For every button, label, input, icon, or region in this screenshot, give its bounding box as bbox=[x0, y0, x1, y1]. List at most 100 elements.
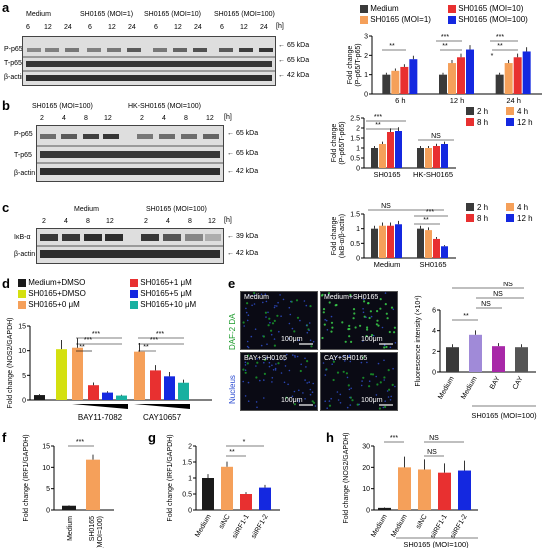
legend-item: SH0165+10 μM bbox=[130, 300, 196, 309]
x-tick-label: siNC bbox=[218, 514, 232, 531]
cell-dot bbox=[332, 378, 335, 382]
legend-swatch bbox=[506, 118, 514, 126]
cell-dot bbox=[288, 322, 291, 325]
significance-label: NS bbox=[431, 133, 441, 140]
cell-dot bbox=[273, 344, 276, 347]
x-tick-label: BAY bbox=[489, 375, 502, 390]
x-tick-label: SH0165(MOI=100) bbox=[89, 516, 104, 548]
blot-c-group-1: SH0165 (MOI=100) bbox=[146, 206, 207, 213]
cell-dot bbox=[394, 342, 397, 344]
cell-dot bbox=[348, 324, 351, 327]
y-axis-label: Fold change(P-p65/T-p65) bbox=[347, 43, 362, 86]
tp: 8 bbox=[184, 115, 188, 122]
tp: 24 bbox=[128, 24, 136, 31]
significance-label: NS bbox=[481, 301, 491, 308]
legend-label: Medium+DMSO bbox=[28, 278, 86, 287]
cell-dot bbox=[325, 319, 328, 322]
bar bbox=[378, 507, 391, 510]
cell-dot bbox=[388, 330, 391, 334]
cell-dot bbox=[260, 344, 263, 347]
cell-dot bbox=[377, 324, 380, 327]
tp: 4 bbox=[166, 218, 170, 225]
cell-dot bbox=[365, 335, 368, 338]
bar bbox=[379, 225, 386, 258]
cell-dot bbox=[384, 400, 386, 402]
swatch-3 bbox=[448, 15, 456, 24]
bar bbox=[150, 370, 161, 400]
y-axis-label: Fold change (IRF1/GAPDH) bbox=[23, 434, 30, 521]
cell-dot bbox=[306, 331, 309, 334]
x-tick-label: 24 h bbox=[506, 96, 521, 105]
y-axis-label-line: Fluorescence intensity (×10⁴) bbox=[415, 295, 422, 386]
cell-dot bbox=[293, 330, 296, 333]
kda: 42 kDa bbox=[235, 168, 259, 175]
tp: 2 bbox=[42, 218, 46, 225]
bar bbox=[513, 57, 522, 94]
y-axis-label: Fold change(IκB-α/β-actin) bbox=[331, 214, 346, 258]
panel-letter-b: b bbox=[2, 98, 10, 113]
micrograph-label: Medium+SH0165 bbox=[324, 294, 379, 301]
x-tick-label: siIRF1-1 bbox=[429, 513, 448, 539]
tp: 24 bbox=[194, 24, 202, 31]
cell-dot bbox=[309, 388, 312, 391]
swatch-1 bbox=[360, 15, 368, 24]
blot-a-row-2: β-actin bbox=[4, 74, 26, 81]
cell-dot bbox=[296, 355, 299, 358]
cell-dot bbox=[308, 329, 310, 332]
blot-a-timepoints: 6 12 24 6 12 24 6 12 24 6 12 24 bbox=[22, 24, 280, 34]
significance-label: ** bbox=[375, 122, 381, 129]
cell-dot bbox=[270, 333, 273, 336]
cell-dot bbox=[278, 330, 280, 333]
bar bbox=[395, 224, 402, 258]
cell-dot bbox=[341, 321, 344, 324]
y-tick-label: 3 bbox=[364, 34, 368, 41]
cell-dot bbox=[344, 360, 346, 362]
cell-dot bbox=[244, 364, 247, 366]
cell-dot bbox=[348, 388, 351, 391]
cell-dot bbox=[299, 369, 302, 373]
cell-dot bbox=[265, 316, 267, 318]
inhibitor-label: CAY10657 bbox=[143, 413, 182, 422]
significance-label: NS bbox=[381, 203, 391, 210]
cell-dot bbox=[272, 369, 275, 371]
panel-letter-h: h bbox=[326, 430, 334, 445]
cell-dot bbox=[370, 373, 373, 376]
cell-dot bbox=[297, 399, 299, 401]
tp: 8 bbox=[84, 115, 88, 122]
bar bbox=[400, 66, 409, 94]
legend-swatch bbox=[506, 107, 514, 115]
x-tick-label: Medium bbox=[194, 513, 213, 538]
cell-dot bbox=[332, 360, 335, 363]
cell-dot bbox=[309, 339, 312, 342]
cell-dot bbox=[330, 315, 333, 318]
cell-dot bbox=[245, 307, 247, 310]
significance-label: *** bbox=[390, 435, 398, 442]
cell-dot bbox=[351, 399, 354, 402]
cell-dot bbox=[309, 393, 312, 396]
micrograph-label: Medium bbox=[244, 294, 269, 301]
significance-label: NS bbox=[427, 449, 437, 456]
cell-dot bbox=[352, 308, 356, 311]
y-tick-label: 10 bbox=[18, 348, 26, 355]
legend-label: 8 h bbox=[477, 214, 488, 223]
x-tick-label: siIRF1-2 bbox=[250, 513, 269, 539]
swatch-2 bbox=[18, 300, 26, 309]
legend-label: 12 h bbox=[517, 118, 533, 127]
x-tick-label: 12 h bbox=[450, 96, 465, 105]
tp: 12 bbox=[44, 24, 52, 31]
cell-dot bbox=[322, 311, 325, 314]
cell-dot bbox=[362, 308, 364, 310]
cell-dot bbox=[285, 396, 288, 399]
y-tick-label: 5 bbox=[46, 486, 50, 493]
bar bbox=[466, 49, 474, 94]
cell-dot bbox=[379, 298, 382, 301]
cell-dot bbox=[379, 307, 382, 310]
cell-dot bbox=[349, 293, 352, 297]
tp: 2 bbox=[140, 115, 144, 122]
legend-label: SH0165+0 μM bbox=[28, 300, 80, 309]
cell-dot bbox=[339, 393, 342, 396]
x-tick-label: Medium bbox=[437, 375, 456, 400]
y-tick-label: 30 bbox=[362, 444, 370, 451]
cell-dot bbox=[332, 359, 335, 361]
cell-dot bbox=[389, 346, 392, 349]
